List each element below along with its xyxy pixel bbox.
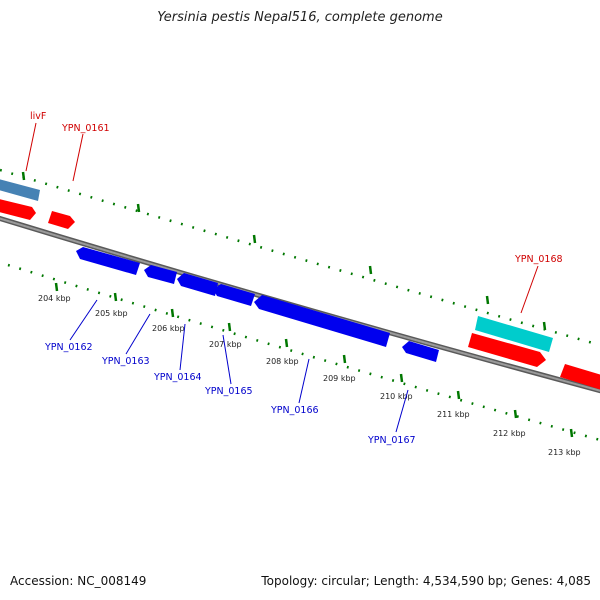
- gene-label-YPN_0161: YPN_0161: [61, 123, 110, 134]
- gene-YPN_0164[interactable]: [177, 273, 218, 296]
- gene-YPN_0163[interactable]: [144, 265, 177, 284]
- gene-YPN_0168[interactable]: [475, 316, 553, 352]
- label-leader-lines-forward: [25, 122, 539, 314]
- map-title: Yersinia pestis Nepal516, complete genom…: [157, 10, 443, 25]
- gene-label-YPN_0166: YPN_0166: [270, 405, 319, 416]
- tick-label: 206 kbp: [152, 324, 185, 333]
- gene-label-YPN_0168: YPN_0168: [514, 254, 563, 265]
- gene-label-YPN_0163: YPN_0163: [101, 356, 150, 367]
- gene-YPN_0162[interactable]: [76, 247, 140, 275]
- gene-forward-partial[interactable]: [0, 198, 36, 220]
- tick-label: 209 kbp: [323, 374, 356, 383]
- reverse-tick-track: [7, 263, 600, 442]
- tick-label: 205 kbp: [95, 309, 128, 318]
- gene-label-YPN_0165: YPN_0165: [204, 386, 253, 397]
- tick-label: 212 kbp: [493, 429, 526, 438]
- gene-YPN_0161[interactable]: [48, 211, 75, 229]
- gene-label-YPN_0164: YPN_0164: [153, 372, 202, 383]
- accession-text: Accession: NC_008149: [10, 574, 147, 588]
- tick-label: 207 kbp: [209, 340, 242, 349]
- gene-label-YPN_0162: YPN_0162: [44, 342, 93, 353]
- gene-forward-red-1[interactable]: [468, 333, 546, 367]
- gene-YPN_0167[interactable]: [402, 341, 439, 362]
- tick-label: 213 kbp: [548, 448, 581, 457]
- gene-forward-red-2[interactable]: [560, 364, 600, 391]
- gene-label-livF: livF: [30, 111, 46, 122]
- label-leader-lines-reverse: [69, 299, 409, 433]
- gene-YPN_0166[interactable]: [254, 295, 390, 347]
- major-ticks: [21, 171, 574, 438]
- gene-YPN_0165[interactable]: [213, 284, 255, 306]
- genome-summary-text: Topology: circular; Length: 4,534,590 bp…: [261, 574, 591, 588]
- gene-livF[interactable]: [0, 178, 40, 201]
- gene-label-YPN_0167: YPN_0167: [367, 435, 416, 446]
- tick-label: 210 kbp: [380, 392, 413, 401]
- tick-label: 208 kbp: [266, 357, 299, 366]
- tick-label: 204 kbp: [38, 294, 71, 303]
- tick-label: 211 kbp: [437, 410, 470, 419]
